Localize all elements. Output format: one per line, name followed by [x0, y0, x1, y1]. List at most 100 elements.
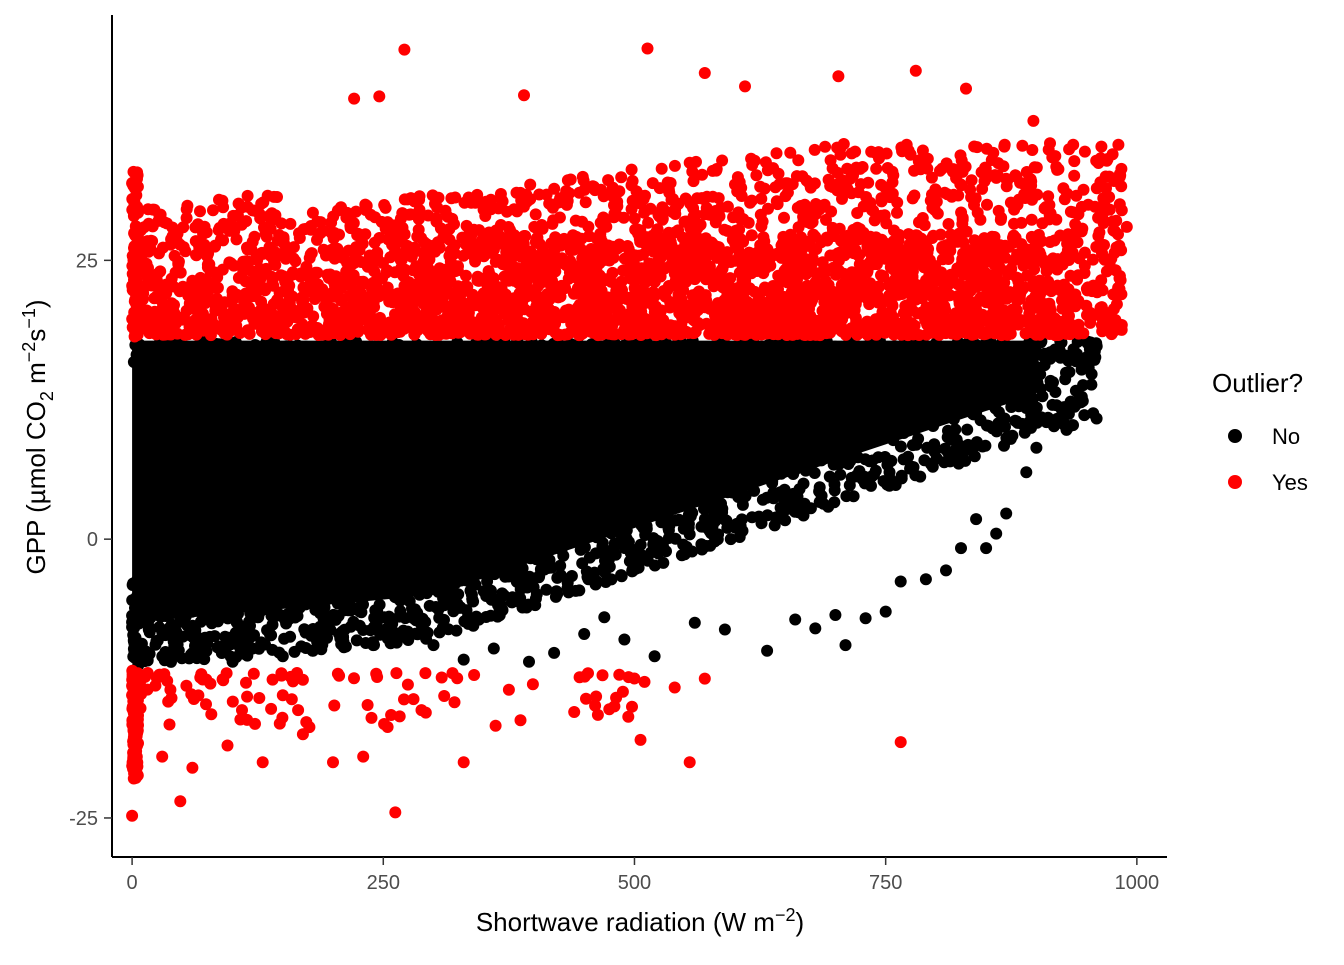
- no-point: [516, 573, 529, 586]
- no-point: [494, 547, 507, 560]
- no-point: [909, 414, 922, 427]
- yes-point: [445, 244, 457, 257]
- no-point: [469, 537, 482, 550]
- no-point: [523, 539, 536, 552]
- yes-point: [280, 328, 293, 341]
- no-point: [813, 481, 826, 494]
- no-point: [1075, 390, 1088, 403]
- no-point: [540, 583, 553, 596]
- no-point: [857, 434, 870, 447]
- no-point: [824, 346, 837, 359]
- yes-point: [269, 296, 282, 309]
- no-point: [856, 473, 869, 486]
- no-point: [719, 470, 732, 483]
- no-point: [865, 479, 877, 492]
- no-point: [894, 440, 907, 453]
- no-point: [641, 552, 653, 565]
- yes-point: [268, 190, 280, 203]
- no-point: [902, 450, 915, 463]
- yes-point: [241, 243, 254, 256]
- no-point: [276, 342, 289, 355]
- yes-point: [353, 244, 366, 257]
- yes-point: [710, 164, 723, 177]
- no-point: [199, 600, 212, 613]
- no-point: [571, 499, 584, 512]
- yes-point: [956, 213, 969, 226]
- no-point: [515, 560, 528, 573]
- yes-point: [1113, 283, 1126, 295]
- no-point: [504, 350, 517, 363]
- no-point: [314, 620, 327, 633]
- no-point: [467, 595, 480, 608]
- yes-point: [583, 250, 596, 262]
- no-point: [680, 465, 693, 478]
- no-point: [641, 488, 654, 500]
- no-point: [130, 348, 143, 361]
- no-point: [1014, 378, 1027, 391]
- yes-point: [167, 302, 179, 314]
- no-point: [938, 442, 951, 455]
- no-point: [782, 496, 795, 509]
- no-point: [1026, 369, 1039, 382]
- yes-point: [870, 162, 883, 175]
- no-point: [843, 410, 856, 423]
- yes-point: [942, 218, 955, 230]
- no-point: [897, 427, 910, 439]
- no-point: [729, 521, 742, 534]
- no-point: [693, 467, 706, 479]
- no-point: [371, 605, 384, 618]
- no-point: [1087, 407, 1100, 420]
- yes-point: [908, 189, 921, 202]
- yes-point: [981, 198, 993, 211]
- yes-point: [201, 258, 214, 271]
- yes-point: [293, 232, 306, 244]
- no-point: [451, 597, 464, 610]
- no-point: [548, 512, 561, 525]
- no-point: [275, 564, 288, 577]
- no-point: [662, 522, 675, 535]
- no-point: [429, 348, 442, 361]
- no-point: [631, 476, 644, 489]
- no-point: [247, 341, 260, 354]
- yes-point: [945, 190, 958, 203]
- yes-point: [890, 238, 903, 251]
- no-point: [411, 339, 424, 352]
- no-point: [951, 347, 964, 360]
- no-point: [355, 590, 368, 603]
- no-point: [625, 489, 638, 502]
- no-point: [755, 517, 768, 530]
- no-point: [675, 549, 688, 562]
- no-point: [586, 343, 598, 356]
- no-point: [686, 506, 699, 519]
- yes-point: [762, 202, 774, 215]
- yes-point: [968, 140, 981, 153]
- no-point: [260, 572, 273, 585]
- no-point: [1060, 366, 1072, 379]
- yes-point: [744, 196, 757, 209]
- yes-point: [263, 321, 276, 334]
- no-point: [805, 443, 818, 456]
- yes-point: [721, 200, 734, 213]
- yes-point: [283, 296, 296, 309]
- no-point: [418, 560, 431, 573]
- no-point: [974, 347, 987, 360]
- no-point: [959, 389, 972, 402]
- no-point: [753, 440, 766, 453]
- yes-point: [729, 254, 742, 267]
- no-point: [610, 354, 623, 367]
- no-point: [170, 351, 183, 364]
- yes-point: [664, 296, 677, 308]
- no-point: [997, 355, 1010, 368]
- yes-point: [249, 269, 262, 282]
- no-point: [166, 589, 179, 602]
- no-point: [917, 396, 930, 409]
- yes-point: [886, 165, 899, 178]
- no-point: [530, 588, 543, 601]
- no-series-dense-band: [132, 340, 1037, 623]
- no-point: [1007, 367, 1020, 380]
- yes-point: [231, 311, 244, 324]
- no-point: [590, 575, 603, 588]
- yes-point: [267, 279, 280, 292]
- yes-point: [826, 162, 839, 175]
- yes-point: [331, 315, 344, 328]
